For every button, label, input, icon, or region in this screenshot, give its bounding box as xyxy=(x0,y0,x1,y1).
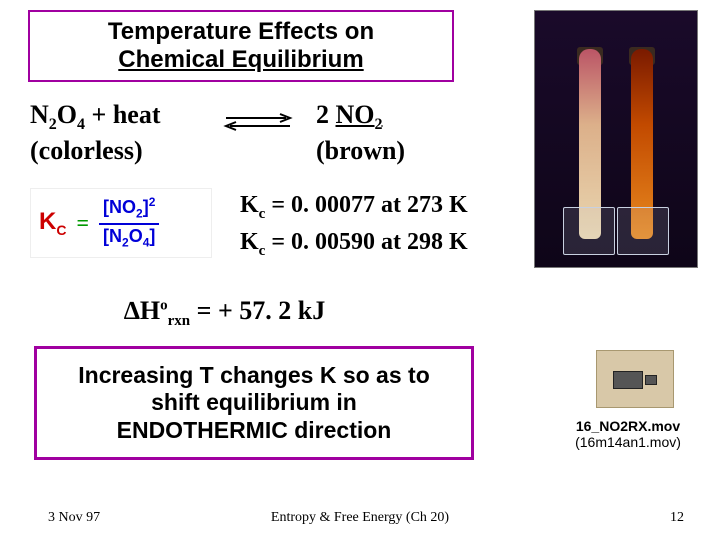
reaction-right-note: (brown) xyxy=(316,136,405,166)
movie-link[interactable] xyxy=(596,350,674,408)
kc-value-298: Kc = 0. 00590 at 298 K xyxy=(240,229,468,260)
kc-denominator: [N2O4] xyxy=(99,227,159,250)
reaction-right-formula: 2 NO2 xyxy=(316,100,405,134)
reaction-left: N2O4 + heat (colorless) xyxy=(30,100,161,166)
kc-formula: KC = [NO2]2 [N2O4] xyxy=(30,188,212,258)
footer-page: 12 xyxy=(670,510,684,526)
reaction-left-note: (colorless) xyxy=(30,136,161,166)
fraction-bar xyxy=(99,223,159,225)
conclusion-box: Increasing T changes K so as to shift eq… xyxy=(34,346,474,460)
kc-lhs: KC xyxy=(39,208,66,238)
beaker-left xyxy=(563,207,615,255)
title-box: Temperature Effects on Chemical Equilibr… xyxy=(28,10,454,82)
experiment-photo xyxy=(534,10,698,268)
equilibrium-arrows-icon xyxy=(222,112,294,132)
delta-h-line: ∆Horxn = + 57. 2 kJ xyxy=(124,296,325,330)
footer-title: Entropy & Free Energy (Ch 20) xyxy=(0,510,720,526)
kc-value-273: Kc = 0. 00077 at 273 K xyxy=(240,192,468,223)
footer: 3 Nov 97 Entropy & Free Energy (Ch 20) 1… xyxy=(0,510,720,530)
title-text: Temperature Effects on Chemical Equilibr… xyxy=(108,18,374,73)
reaction-right: 2 NO2 (brown) xyxy=(316,100,405,166)
movie-detail: (16m14an1.mov) xyxy=(558,434,698,450)
kc-values: Kc = 0. 00077 at 273 K Kc = 0. 00590 at … xyxy=(240,192,468,266)
kc-fraction: [NO2]2 [N2O4] xyxy=(99,196,159,250)
camera-icon xyxy=(613,367,657,391)
movie-name: 16_NO2RX.mov xyxy=(558,418,698,434)
movie-caption: 16_NO2RX.mov (16m14an1.mov) xyxy=(558,418,698,450)
conclusion-text: Increasing T changes K so as to shift eq… xyxy=(78,362,430,445)
kc-numerator: [NO2]2 xyxy=(99,196,159,221)
equals-sign: = xyxy=(76,210,89,236)
reaction-left-formula: N2O4 + heat xyxy=(30,100,161,134)
beaker-right xyxy=(617,207,669,255)
